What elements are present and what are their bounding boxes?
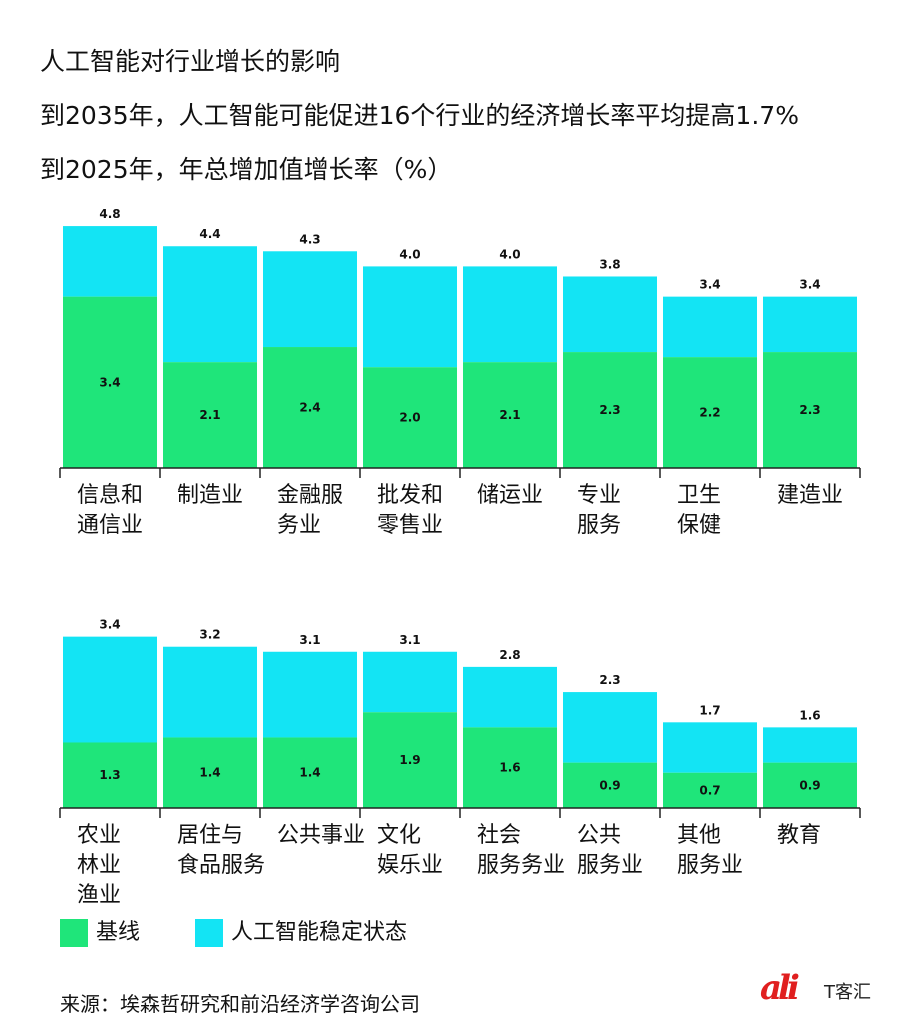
category-label: 储运业 xyxy=(477,483,543,508)
bar-segment-baseline xyxy=(163,737,257,808)
category-label: 其他服务业 xyxy=(677,823,743,878)
bar-segment-ai xyxy=(363,266,457,368)
bar-segment-baseline xyxy=(463,362,557,468)
bar-segment-ai xyxy=(163,246,257,363)
baseline-value-label: 0.9 xyxy=(599,778,620,792)
legend-label-ai: 人工智能稳定状态 xyxy=(231,920,408,945)
baseline-value-label: 2.4 xyxy=(299,401,320,415)
total-value-label: 3.4 xyxy=(699,278,720,292)
bar-segment-ai xyxy=(463,666,557,728)
bar-segment-ai xyxy=(563,276,657,353)
category-label: 批发和零售业 xyxy=(377,483,443,538)
category-label: 专业服务 xyxy=(577,483,621,538)
source-note: 来源：埃森哲研究和前沿经济学咨询公司 xyxy=(60,992,420,1016)
bar-segment-baseline xyxy=(663,772,757,808)
baseline-value-label: 2.0 xyxy=(399,411,420,425)
total-value-label: 4.3 xyxy=(299,232,320,246)
baseline-value-label: 3.4 xyxy=(99,375,120,389)
watermark-text: T客汇 xyxy=(824,982,871,1003)
bar-segment-baseline xyxy=(63,742,157,808)
bar-segment-ai xyxy=(763,727,857,763)
bar-segment-baseline xyxy=(563,352,657,468)
baseline-value-label: 1.4 xyxy=(199,766,220,780)
total-value-label: 3.4 xyxy=(99,618,120,632)
bar-segment-baseline xyxy=(263,347,357,468)
total-value-label: 4.0 xyxy=(399,247,420,261)
baseline-value-label: 1.6 xyxy=(499,761,520,775)
watermark: ali T客汇 xyxy=(760,968,900,1012)
bar-segment-baseline xyxy=(763,762,857,808)
watermark-logo: ali xyxy=(760,968,800,1008)
bar-segment-ai xyxy=(63,636,157,743)
category-label: 公共服务业 xyxy=(577,823,643,878)
baseline-value-label: 2.1 xyxy=(199,408,220,422)
total-value-label: 3.8 xyxy=(599,257,620,271)
baseline-value-label: 1.9 xyxy=(399,753,420,767)
baseline-value-label: 0.7 xyxy=(699,783,720,797)
category-label: 制造业 xyxy=(177,483,243,508)
bar-segment-baseline xyxy=(563,762,657,808)
bar-segment-baseline xyxy=(263,737,357,808)
chart-title: 人工智能对行业增长的影响 xyxy=(40,47,341,76)
bar-segment-ai xyxy=(763,296,857,353)
baseline-value-label: 0.9 xyxy=(799,778,820,792)
legend-swatch-ai xyxy=(195,919,223,947)
baseline-value-label: 2.3 xyxy=(599,403,620,417)
total-value-label: 2.8 xyxy=(499,648,520,662)
chart-unit-subtitle: 到2025年，年总增加值增长率（%） xyxy=(40,155,453,184)
category-label: 建造业 xyxy=(777,483,843,508)
bar-segment-baseline xyxy=(663,357,757,468)
chart-top-industries: 4.8 3.4 信息和通信业 4.4 2.1 制造业 4.3 2.4 金融服务业 4.0 2.0 批发… xyxy=(59,207,861,538)
bar-segment-ai xyxy=(263,251,357,348)
bar-segment-baseline xyxy=(363,712,457,808)
bar-segment-baseline xyxy=(763,352,857,468)
baseline-value-label: 1.4 xyxy=(299,766,320,780)
total-value-label: 3.1 xyxy=(299,633,320,647)
total-value-label: 4.0 xyxy=(499,247,520,261)
category-label: 公共事业 xyxy=(277,823,365,848)
legend-swatch-baseline xyxy=(60,919,88,947)
total-value-label: 2.3 xyxy=(599,673,620,687)
total-value-label: 3.2 xyxy=(199,628,220,642)
baseline-value-label: 2.3 xyxy=(799,403,820,417)
bar-segment-ai xyxy=(663,296,757,358)
bar-segment-ai xyxy=(663,722,757,773)
category-label: 卫生保健 xyxy=(677,483,721,538)
category-label: 农业林业渔业 xyxy=(77,823,121,908)
bar-segment-ai xyxy=(563,692,657,763)
baseline-value-label: 1.3 xyxy=(99,768,120,782)
bar-segment-ai xyxy=(163,646,257,738)
bar-segment-baseline xyxy=(63,296,157,468)
legend-label-baseline: 基线 xyxy=(96,920,141,945)
total-value-label: 3.4 xyxy=(799,278,820,292)
category-label: 居住与食品服务 xyxy=(177,823,265,878)
baseline-value-label: 2.1 xyxy=(499,408,520,422)
chart-bottom-industries: 3.4 1.3 农业林业渔业 3.2 1.4 居住与食品服务 3.1 1.4 公共事业 3.1 1.… xyxy=(59,618,861,908)
category-label: 社会服务务业 xyxy=(477,823,565,878)
category-label: 文化娱乐业 xyxy=(377,823,443,878)
total-value-label: 1.6 xyxy=(799,708,820,722)
category-label: 金融服务业 xyxy=(277,483,343,538)
bar-segment-baseline xyxy=(463,727,557,808)
bar-segment-ai xyxy=(463,266,557,363)
baseline-value-label: 2.2 xyxy=(699,406,720,420)
category-label: 信息和通信业 xyxy=(77,483,143,538)
bar-segment-ai xyxy=(263,651,357,738)
total-value-label: 1.7 xyxy=(699,703,720,717)
category-label: 教育 xyxy=(777,823,821,848)
bar-segment-ai xyxy=(363,651,457,713)
bar-segment-baseline xyxy=(163,362,257,468)
chart-subtitle: 到2035年，人工智能可能促进16个行业的经济增长率平均提高1.7% xyxy=(40,101,799,130)
bar-segment-ai xyxy=(63,226,157,297)
total-value-label: 4.4 xyxy=(199,227,220,241)
bar-segment-baseline xyxy=(363,367,457,468)
total-value-label: 3.1 xyxy=(399,633,420,647)
total-value-label: 4.8 xyxy=(99,207,120,221)
